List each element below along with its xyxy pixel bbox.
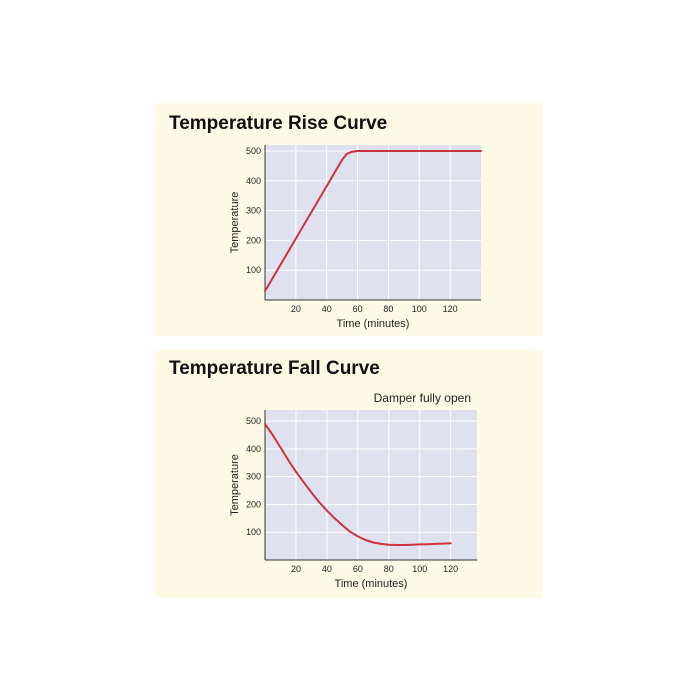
fall-y-tick-label: 500 <box>246 416 261 426</box>
fall-y-tick-label: 200 <box>246 499 261 509</box>
fall-y-tick-label: 400 <box>246 444 261 454</box>
fall-x-tick-label: 20 <box>291 564 301 574</box>
rise-chart: 20 40 60 80 100 120 100 200 300 400 500 Time (minut… <box>229 145 482 330</box>
fall-x-tick-label: 40 <box>322 564 332 574</box>
fall-chart-title: Temperature Fall Curve <box>169 358 380 379</box>
rise-x-tick-label: 40 <box>322 304 332 314</box>
rise-y-tick-label: 400 <box>246 176 261 186</box>
fall-series-line <box>264 422 452 546</box>
fall-chart: 20 40 60 80 100 120 100 200 300 400 500 Time (minut… <box>229 391 477 590</box>
fall-x-tick-label: 120 <box>443 564 458 574</box>
rise-plot-area <box>265 145 481 300</box>
fall-x-axis-label: Time (minutes) <box>335 578 408 590</box>
fall-annotation: Damper fully open <box>374 391 471 405</box>
rise-x-tick-label: 60 <box>353 304 363 314</box>
fall-y-tick-label: 300 <box>246 472 261 482</box>
rise-y-tick-label: 500 <box>246 146 261 156</box>
fall-x-tick-label: 100 <box>412 564 427 574</box>
rise-chart-panel: Temperature Rise Curve 20 40 60 80 100 120 100… <box>155 103 543 336</box>
rise-y-axis-label: Temperature <box>229 192 241 254</box>
rise-x-tick-label: 80 <box>383 304 393 314</box>
rise-x-axis-label: Time (minutes) <box>337 318 410 330</box>
rise-x-tick-label: 100 <box>412 304 427 314</box>
fall-x-tick-label: 80 <box>384 564 394 574</box>
rise-y-tick-label: 100 <box>246 265 261 275</box>
rise-series-line <box>264 150 482 293</box>
fall-y-axis-label: Temperature <box>229 454 241 516</box>
rise-y-tick-label: 300 <box>246 206 261 216</box>
rise-y-tick-label: 200 <box>246 235 261 245</box>
fall-plot-area <box>265 410 477 560</box>
fall-chart-panel: Temperature Fall Curve 20 40 60 80 100 120 100… <box>155 350 543 598</box>
rise-x-tick-label: 20 <box>291 304 301 314</box>
rise-x-tick-label: 120 <box>443 304 458 314</box>
fall-y-tick-label: 100 <box>246 527 261 537</box>
fall-x-tick-label: 60 <box>353 564 363 574</box>
rise-chart-title: Temperature Rise Curve <box>169 113 388 134</box>
